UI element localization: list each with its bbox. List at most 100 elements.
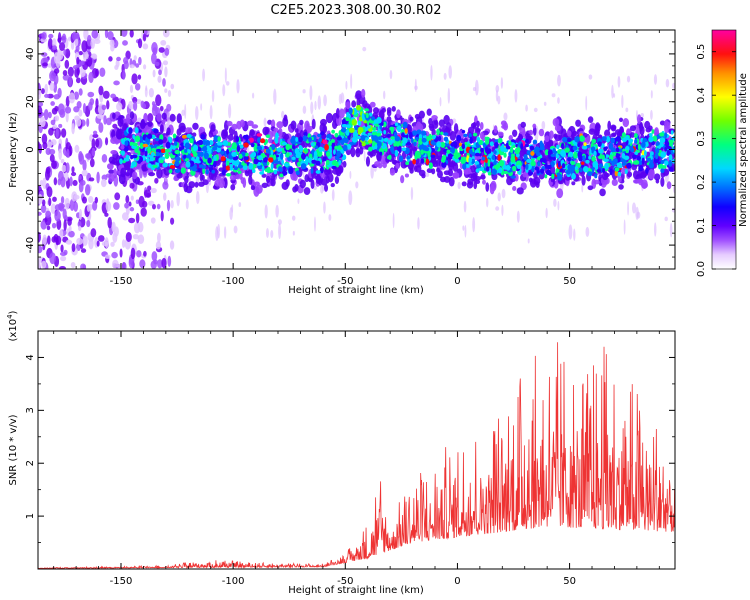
- heatmap-cell: [38, 231, 41, 243]
- heatmap-cell: [129, 30, 134, 38]
- heatmap-cell: [567, 157, 572, 162]
- heatmap-cell: [206, 145, 210, 151]
- heatmap-cell: [250, 142, 255, 148]
- heatmap-cell: [274, 137, 279, 144]
- heatmap-cell: [465, 164, 470, 168]
- heatmap-cell: [283, 166, 286, 171]
- heatmap-cell: [352, 131, 359, 138]
- heatmap-cell: [64, 48, 71, 59]
- heatmap-cell: [581, 183, 584, 193]
- heatmap-cell: [379, 151, 383, 156]
- heatmap-cell: [125, 231, 132, 242]
- heatmap-cell: [490, 180, 497, 192]
- heatmap-cell: [48, 127, 54, 136]
- heatmap-cell: [122, 40, 128, 46]
- heatmap-cell: [350, 147, 356, 158]
- heatmap-cell: [553, 198, 557, 208]
- heatmap-cell: [150, 152, 155, 157]
- heatmap-cell: [137, 221, 144, 233]
- heatmap-cell: [117, 117, 124, 128]
- spectrogram-heatmap: [38, 30, 675, 269]
- heatmap-cell: [461, 143, 465, 150]
- heatmap-cell: [96, 171, 100, 184]
- heatmap-cell: [89, 158, 95, 168]
- heatmap-cell: [552, 117, 560, 127]
- heatmap-cell: [641, 182, 648, 189]
- heatmap-cell: [610, 124, 617, 131]
- heatmap-cell: [45, 210, 52, 218]
- heatmap-cell: [605, 135, 611, 143]
- heatmap-cell: [454, 158, 460, 163]
- heatmap-cell: [634, 151, 638, 156]
- colorbar-tick-label: 0.1: [696, 218, 707, 234]
- heatmap-cell: [64, 59, 70, 69]
- heatmap-cell: [71, 123, 75, 135]
- heatmap-cell: [95, 68, 100, 77]
- heatmap-cell: [396, 125, 402, 133]
- heatmap-cell: [112, 123, 118, 129]
- heatmap-cell: [86, 117, 90, 127]
- heatmap-cell: [95, 138, 100, 148]
- heatmap-cell: [440, 141, 446, 148]
- heatmap-cell: [60, 158, 65, 164]
- heatmap-cell: [257, 155, 263, 161]
- heatmap-cell: [237, 170, 242, 174]
- heatmap-cell: [186, 133, 192, 139]
- heatmap-cell: [281, 142, 288, 146]
- heatmap-cell: [581, 175, 586, 186]
- heatmap-cell: [500, 147, 506, 152]
- heatmap-cell: [463, 133, 468, 138]
- heatmap-cell: [346, 143, 352, 150]
- heatmap-cell: [320, 131, 325, 136]
- heatmap-cell: [475, 168, 480, 173]
- heatmap-cell: [481, 156, 486, 161]
- heatmap-cell: [528, 129, 534, 136]
- heatmap-cell: [38, 101, 44, 107]
- heatmap-cell: [50, 101, 55, 106]
- heatmap-cell: [348, 107, 353, 115]
- heatmap-cell: [53, 81, 58, 93]
- heatmap-cell: [615, 136, 622, 142]
- heatmap-cell: [365, 112, 369, 119]
- heatmap-cell: [567, 164, 572, 170]
- heatmap-cell: [74, 144, 80, 153]
- heatmap-cell: [550, 178, 555, 183]
- heatmap-cell: [202, 138, 207, 146]
- heatmap-cell: [415, 121, 422, 131]
- heatmap-cell: [506, 164, 511, 171]
- heatmap-cell: [112, 136, 117, 142]
- heatmap-cell: [211, 169, 216, 174]
- heatmap-cell: [137, 234, 145, 244]
- heatmap-cell: [53, 94, 60, 100]
- heatmap-cell: [503, 152, 507, 158]
- heatmap-cell: [265, 134, 271, 139]
- heatmap-cell: [125, 195, 130, 204]
- heatmap-cell: [636, 211, 641, 219]
- heatmap-cell: [90, 53, 97, 59]
- heatmap-cell: [664, 132, 668, 139]
- heatmap-cell: [360, 88, 366, 98]
- heatmap-cell: [88, 71, 94, 84]
- heatmap-cell: [641, 141, 646, 148]
- heatmap-cell: [318, 146, 324, 152]
- heatmap-cell: [570, 133, 575, 140]
- heatmap-cell: [69, 176, 73, 187]
- heatmap-cell: [168, 168, 173, 174]
- heatmap-cell: [142, 33, 147, 42]
- heatmap-cell: [226, 148, 230, 155]
- heatmap-cell: [367, 146, 373, 152]
- heatmap-cell: [567, 130, 572, 137]
- heatmap-cell: [621, 94, 624, 109]
- heatmap-cell: [541, 120, 546, 130]
- heatmap-cell: [323, 94, 327, 107]
- heatmap-cell: [421, 173, 426, 179]
- heatmap-cell: [530, 151, 535, 156]
- heatmap-cell: [666, 149, 670, 157]
- heatmap-cell: [536, 169, 540, 174]
- heatmap-cell: [331, 161, 337, 166]
- heatmap-cell: [612, 152, 616, 157]
- heatmap-cell: [230, 171, 236, 176]
- heatmap-cell: [500, 77, 504, 89]
- heatmap-cell: [66, 148, 70, 158]
- heatmap-cell: [383, 130, 387, 135]
